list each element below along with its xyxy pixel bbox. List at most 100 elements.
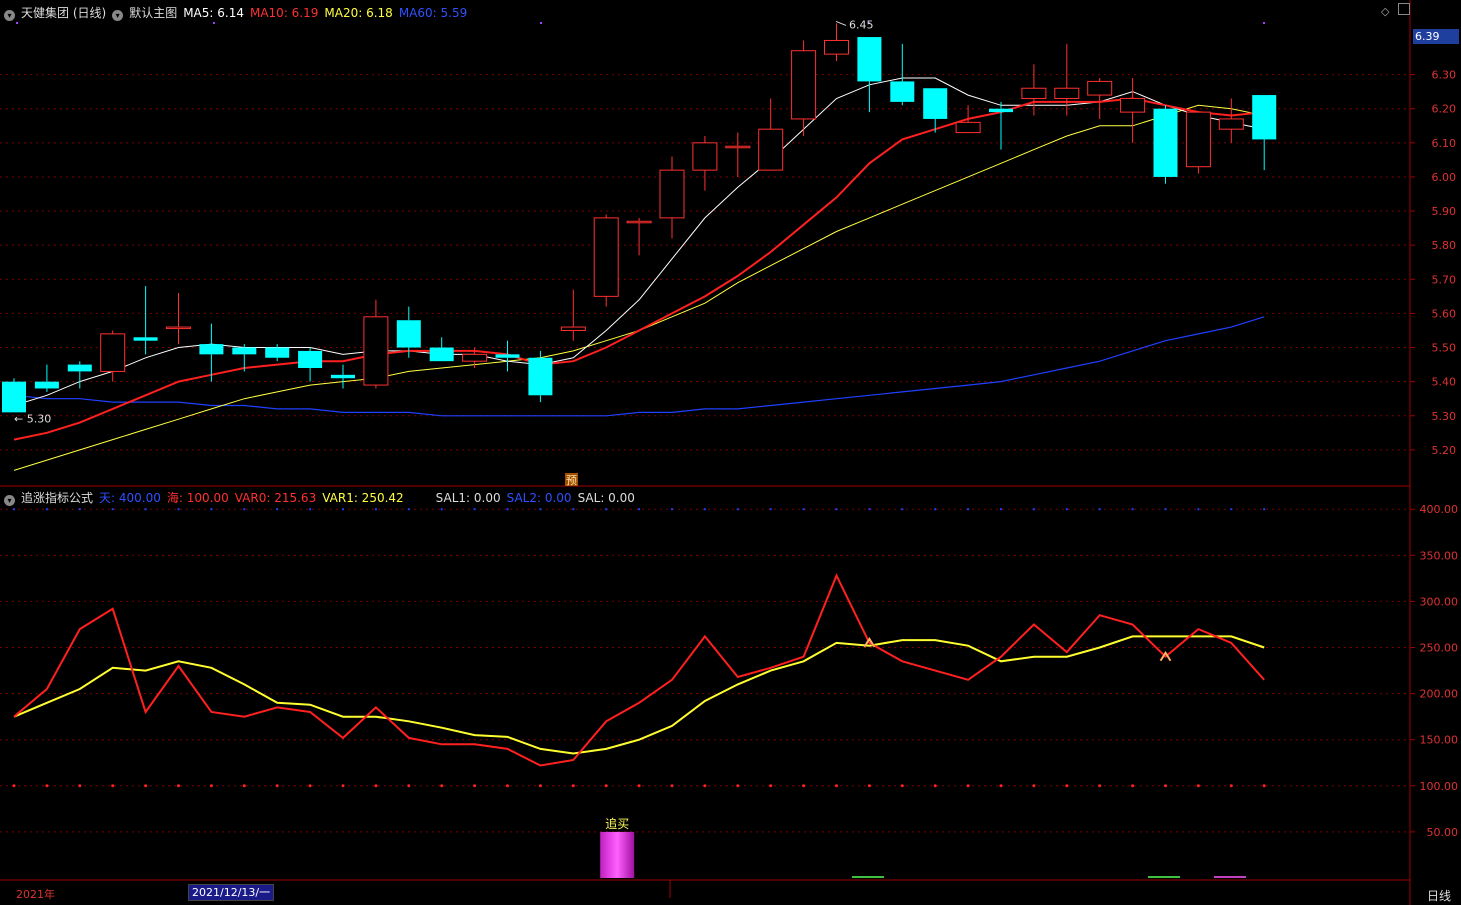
candle [725, 132, 751, 177]
candle-body [791, 50, 817, 120]
candle-body [560, 326, 586, 331]
candle-body [298, 350, 323, 368]
stock-name-label[interactable]: 天健集团 (日线) [21, 6, 107, 20]
tian-dot [1164, 508, 1167, 511]
candle [824, 23, 849, 61]
sal-value: SAL: 0.00 [577, 491, 635, 505]
candle [1021, 64, 1047, 116]
ma60-line [13, 316, 1265, 417]
price-tick-label: 5.80 [1432, 239, 1457, 252]
year-label: 2021年 [16, 888, 55, 901]
candle [528, 350, 553, 403]
candle-body [1087, 80, 1113, 96]
candle-body [199, 344, 224, 355]
hai-dot [999, 784, 1003, 788]
candle [989, 101, 1013, 150]
pre-marker-label: 预 [566, 474, 577, 487]
candle-body [232, 347, 257, 355]
price-tick-label: 6.30 [1432, 69, 1457, 82]
tian-dot [78, 508, 81, 511]
hai-dot [275, 784, 279, 788]
candle [67, 361, 92, 389]
tian-dot [506, 508, 509, 511]
hai-dot [1065, 784, 1069, 788]
sal2-value: SAL2: 0.00 [506, 491, 572, 505]
price-tick-label: 6.00 [1432, 171, 1457, 184]
candle-body [593, 217, 619, 297]
indicator-tick-label: 150.00 [1420, 734, 1459, 747]
candle-body [824, 39, 849, 55]
hai-dot [78, 784, 82, 788]
hai-dot [12, 784, 16, 788]
candle [659, 156, 685, 239]
candle-body [1218, 118, 1244, 130]
tian-dot [769, 508, 772, 511]
candle [1054, 43, 1080, 116]
indicator-header: ▾ 追涨指标公式 天: 400.00 海: 100.00 VAR0: 215.63 VAR… [4, 489, 641, 506]
high-label-arrow [835, 20, 847, 26]
price-tick-label: 5.30 [1432, 410, 1457, 423]
ma5-value: MA5: 6.14 [183, 6, 244, 20]
hai-dot [45, 784, 49, 788]
tian-value: 天: 400.00 [99, 491, 161, 505]
tian-dot [177, 508, 180, 511]
indicator-menu-icon[interactable]: ▾ [4, 495, 15, 506]
period-label[interactable]: 日线 [1427, 889, 1452, 903]
indicator-tick-label: 200.00 [1420, 688, 1459, 701]
collapse-icon[interactable]: ▾ [4, 10, 15, 21]
candle [923, 88, 948, 133]
window-toggle-icon[interactable] [1398, 3, 1410, 15]
ma20-line [13, 104, 1265, 471]
price-tick-label: 5.70 [1432, 273, 1457, 286]
candle [199, 323, 224, 382]
candle [495, 340, 520, 372]
hai-dot [538, 784, 542, 788]
low-price-label: ← 5.30 [14, 413, 51, 426]
cross-signal-icon [863, 637, 876, 648]
marker-dot [540, 22, 542, 24]
indicator-name[interactable]: 追涨指标公式 [21, 491, 94, 505]
indicator-tick-label: 350.00 [1420, 549, 1459, 562]
sal1-value: SAL1: 0.00 [435, 491, 501, 505]
candle-body [133, 337, 158, 341]
hai-dot [341, 784, 345, 788]
hai-dot [571, 784, 575, 788]
hai-dot [308, 784, 312, 788]
hai-dot [637, 784, 641, 788]
candle [593, 214, 619, 307]
hai-dot [1032, 784, 1036, 788]
hai-dot [867, 784, 871, 788]
candle [758, 98, 784, 171]
candle [363, 299, 389, 389]
tian-dot [309, 508, 312, 511]
template-menu-icon[interactable]: ▾ [112, 10, 124, 21]
hai-dot [209, 784, 213, 788]
price-tick-label: 5.60 [1432, 307, 1457, 320]
candle-body [1120, 97, 1146, 113]
ma60-value: MA60: 5.59 [398, 6, 468, 20]
hai-dot [933, 784, 937, 788]
tian-dot [572, 508, 575, 511]
tian-dot [144, 508, 147, 511]
template-label[interactable]: 默认主图 [129, 6, 178, 20]
cross-signal-icon [1159, 650, 1172, 662]
candle [955, 105, 981, 134]
tian-dot [1000, 508, 1002, 511]
candle-body [1153, 108, 1178, 177]
hai-dot [1131, 784, 1135, 788]
candle-body [67, 364, 92, 372]
candle [166, 292, 191, 345]
hai-dot [177, 784, 180, 788]
tian-dot [736, 508, 739, 511]
candle-body [34, 381, 59, 389]
candle [626, 217, 652, 256]
candle [1087, 78, 1113, 119]
indicator-tick-label: 400.00 [1420, 503, 1459, 516]
hai-dot [242, 784, 246, 788]
diamond-icon[interactable]: ◇ [1381, 5, 1390, 18]
tian-dot [1032, 508, 1035, 511]
candle [692, 136, 718, 191]
tian-dot [243, 508, 246, 511]
hai-dot [111, 784, 115, 788]
